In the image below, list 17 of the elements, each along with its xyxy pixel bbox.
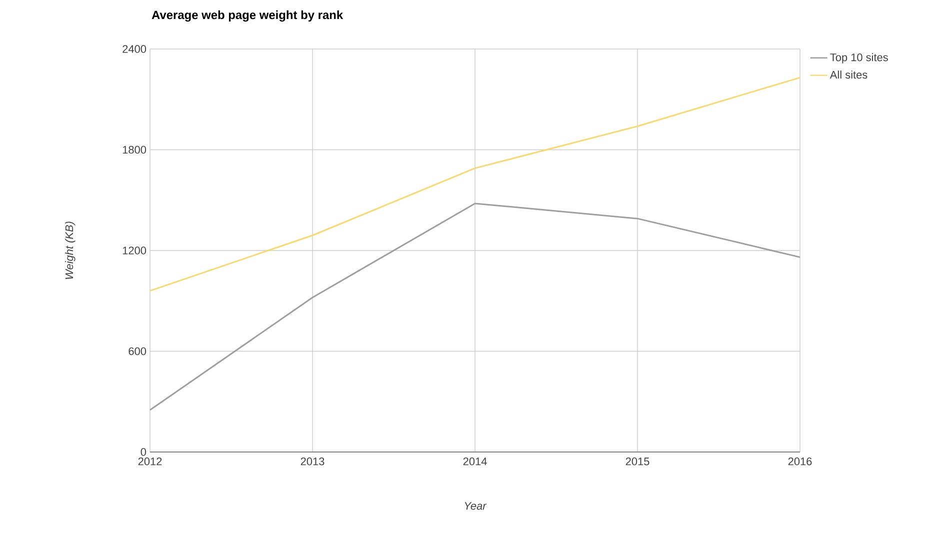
x-tick-label: 2015 [626,458,650,466]
legend-label: Top 10 sites [830,53,888,64]
y-axis-title: Weight (KB) [65,222,76,279]
x-tick-label: 2013 [300,458,324,466]
y-tick-label: 2400 [122,45,146,53]
line-series [149,202,801,411]
x-tick-label: 2014 [463,458,487,466]
line-series [149,76,801,292]
y-tick-label: 1200 [122,246,146,254]
x-tick-label: 2016 [788,458,812,466]
y-tick-label: 1800 [122,146,146,154]
chart-title: Average web page weight by rank [152,10,344,22]
y-tick-label: 600 [128,347,146,356]
legend-label: All sites [830,70,868,79]
x-axis-title: Year [464,502,487,510]
x-tick-label: 2012 [138,458,162,466]
y-tick-label: 0 [140,448,146,456]
